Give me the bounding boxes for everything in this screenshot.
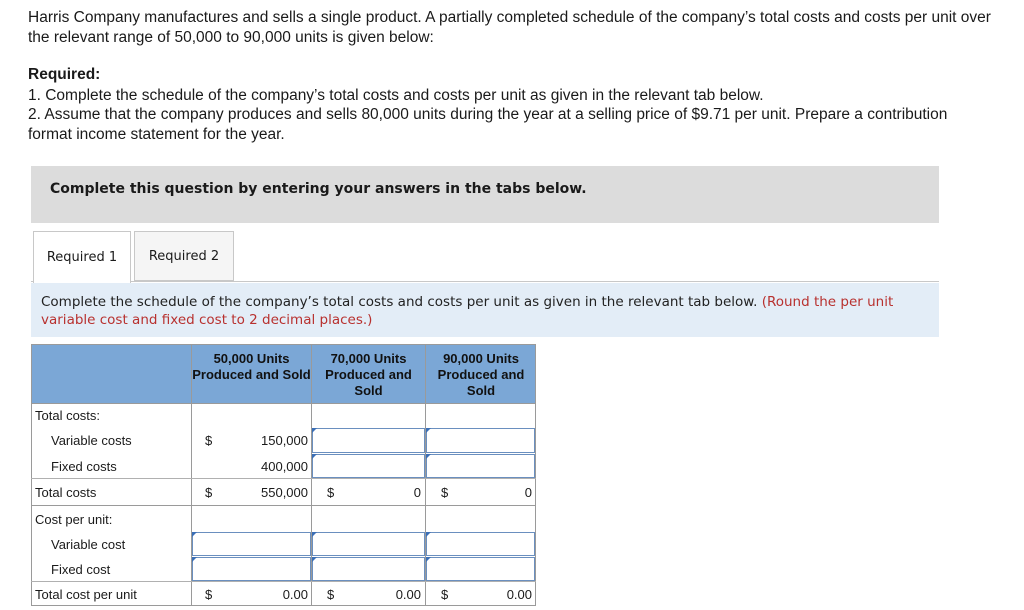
fixed-cost-per-unit-90000-input[interactable] (426, 557, 535, 581)
tab-divider (31, 281, 939, 282)
fixed-costs-label: Fixed costs (51, 459, 117, 474)
col-divider-1 (191, 344, 192, 606)
variable-costs-70000-input[interactable] (312, 428, 425, 453)
total-costs-50000: 550,000 (261, 485, 308, 500)
fixed-costs-90000-input[interactable] (426, 454, 535, 478)
variable-costs-label: Variable costs (51, 433, 132, 448)
header-70000-units: 70,000 Units Produced and Sold (325, 351, 412, 398)
currency-symbol: $ (327, 485, 335, 500)
header-50000-units: 50,000 Units Produced and Sold (192, 351, 311, 382)
required-title: Required: (28, 66, 101, 83)
required-item-1: 1. Complete the schedule of the company’… (28, 87, 764, 104)
table-header-row (31, 344, 536, 403)
total-cost-per-unit-50000: 0.00 (282, 587, 308, 602)
total-cost-per-unit-70000: 0.00 (395, 587, 421, 602)
table-border (31, 344, 536, 606)
variable-costs-90000-input[interactable] (426, 428, 535, 453)
currency-symbol: $ (441, 485, 449, 500)
currency-symbol: $ (327, 587, 335, 602)
total-costs-90000: 0 (524, 485, 532, 500)
variable-cost-per-unit-70000-input[interactable] (312, 532, 425, 556)
row-line (31, 581, 536, 582)
banner-text: Complete this question by entering your … (50, 181, 587, 197)
col-divider-2 (311, 344, 312, 606)
currency-symbol: $ (205, 433, 213, 448)
fixed-cost-label: Fixed cost (51, 562, 111, 577)
variable-cost-per-unit-50000-input[interactable] (192, 532, 311, 556)
currency-symbol: $ (205, 587, 213, 602)
tab-instruction-box: Complete the schedule of the company’s t… (31, 283, 939, 337)
fixed-cost-per-unit-70000-input[interactable] (312, 557, 425, 581)
row-line (31, 403, 536, 404)
row-line (31, 478, 536, 479)
instructions-banner: Complete this question by entering your … (31, 166, 939, 223)
tab-instruction: Complete the schedule of the company’s t… (41, 293, 931, 329)
fixed-costs-50000: 400,000 (261, 459, 308, 474)
tab-required-1-label: Required 1 (46, 250, 118, 265)
row-line (31, 505, 536, 506)
cost-schedule-table: 50,000 Units Produced and Sold 70,000 Un… (31, 344, 536, 606)
tab-required-2[interactable]: Required 2 (134, 231, 234, 281)
rounding-note: (Round the per unit variable cost and fi… (41, 294, 894, 328)
fixed-cost-per-unit-50000-input[interactable] (192, 557, 311, 581)
total-costs-heading: Total costs: (35, 408, 101, 423)
total-cost-per-unit-label: Total cost per unit (35, 587, 137, 602)
instruction-text: Complete the schedule of the company’s t… (41, 294, 758, 310)
total-cost-per-unit-90000: 0.00 (506, 587, 532, 602)
total-costs-label: Total costs (35, 485, 97, 500)
col-divider-3 (425, 344, 426, 606)
tab-required-1[interactable]: Required 1 (33, 231, 131, 283)
variable-cost-per-unit-90000-input[interactable] (426, 532, 535, 556)
currency-symbol: $ (441, 587, 449, 602)
currency-symbol: $ (205, 485, 213, 500)
tab-required-2-label: Required 2 (148, 248, 220, 264)
variable-costs-50000: 150,000 (261, 433, 308, 448)
required-item-2: 2. Assume that the company produces and … (28, 106, 948, 143)
problem-intro: Harris Company manufactures and sells a … (28, 9, 991, 46)
variable-cost-label: Variable cost (51, 537, 126, 552)
fixed-costs-70000-input[interactable] (312, 454, 425, 478)
total-costs-70000: 0 (413, 485, 421, 500)
cost-per-unit-heading: Cost per unit: (35, 512, 113, 527)
header-90000-units: 90,000 Units Produced and Sold (437, 351, 525, 398)
